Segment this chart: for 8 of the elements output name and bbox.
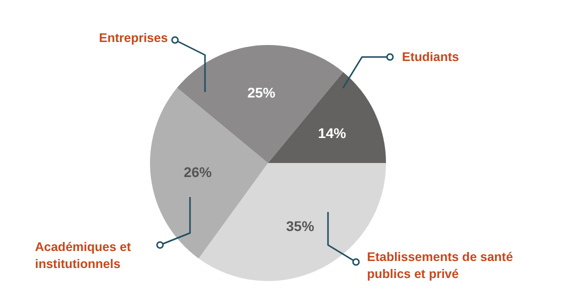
slice-label: Entreprises [99,31,168,45]
data-label: 25% [247,84,276,101]
slice-label: Etablissements de santé publics et privé [367,250,513,281]
slice-label: Etudiants [402,50,459,64]
data-label: 26% [184,164,212,180]
data-label: 35% [286,218,315,234]
slice-label: Académiques et institutionnels [35,240,132,271]
data-label: 14% [318,124,347,141]
